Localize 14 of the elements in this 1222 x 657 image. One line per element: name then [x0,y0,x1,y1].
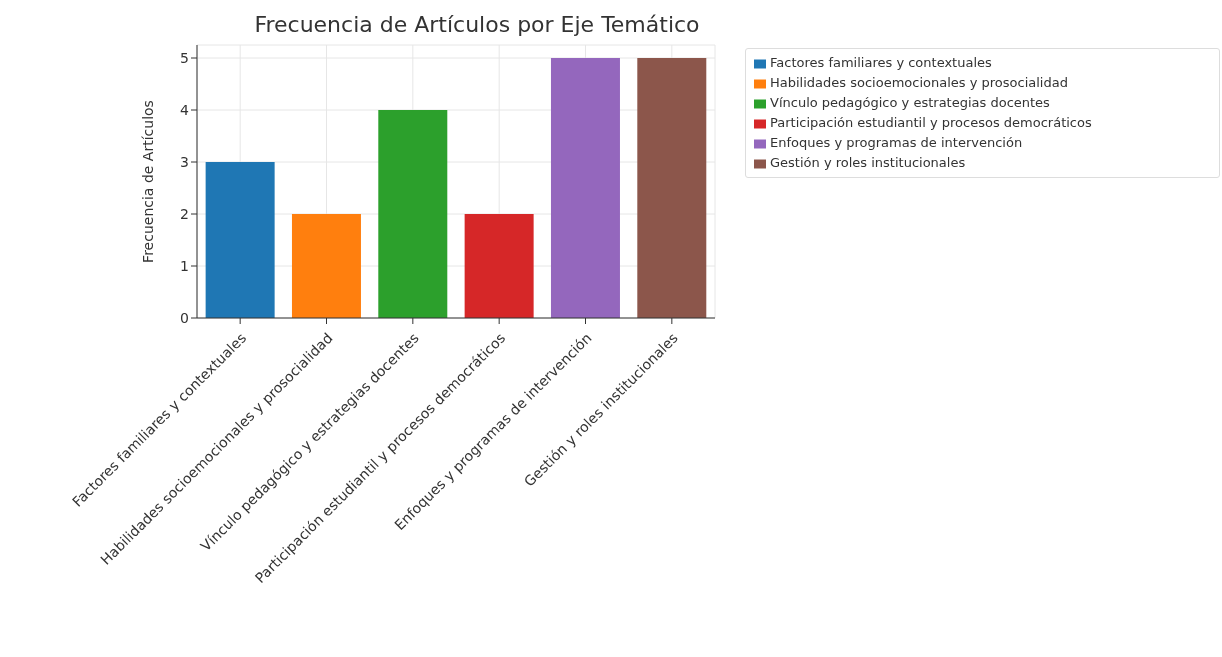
legend-label: Habilidades socioemocionales y prosocialidad [770,75,1068,90]
legend-label: Enfoques y programas de intervención [770,135,1023,150]
y-tick-label: 0 [180,309,189,326]
legend-label: Participación estudiantil y procesos democráticos [770,115,1092,130]
y-tick-label: 5 [180,49,189,66]
y-tick-label: 3 [180,153,189,170]
y-axis-title: Frecuencia de Artículos [139,100,156,263]
legend-label: Vínculo pedagógico y estrategias docentes [770,95,1050,110]
chart-title: Frecuencia de Artículos por Eje Temático [253,12,701,37]
legend-label: Gestión y roles institucionales [770,155,966,170]
y-tick-label: 2 [180,205,189,222]
y-tick-label: 1 [180,257,189,274]
legend-label: Factores familiares y contextuales [770,55,992,70]
y-tick-label: 4 [180,101,190,118]
